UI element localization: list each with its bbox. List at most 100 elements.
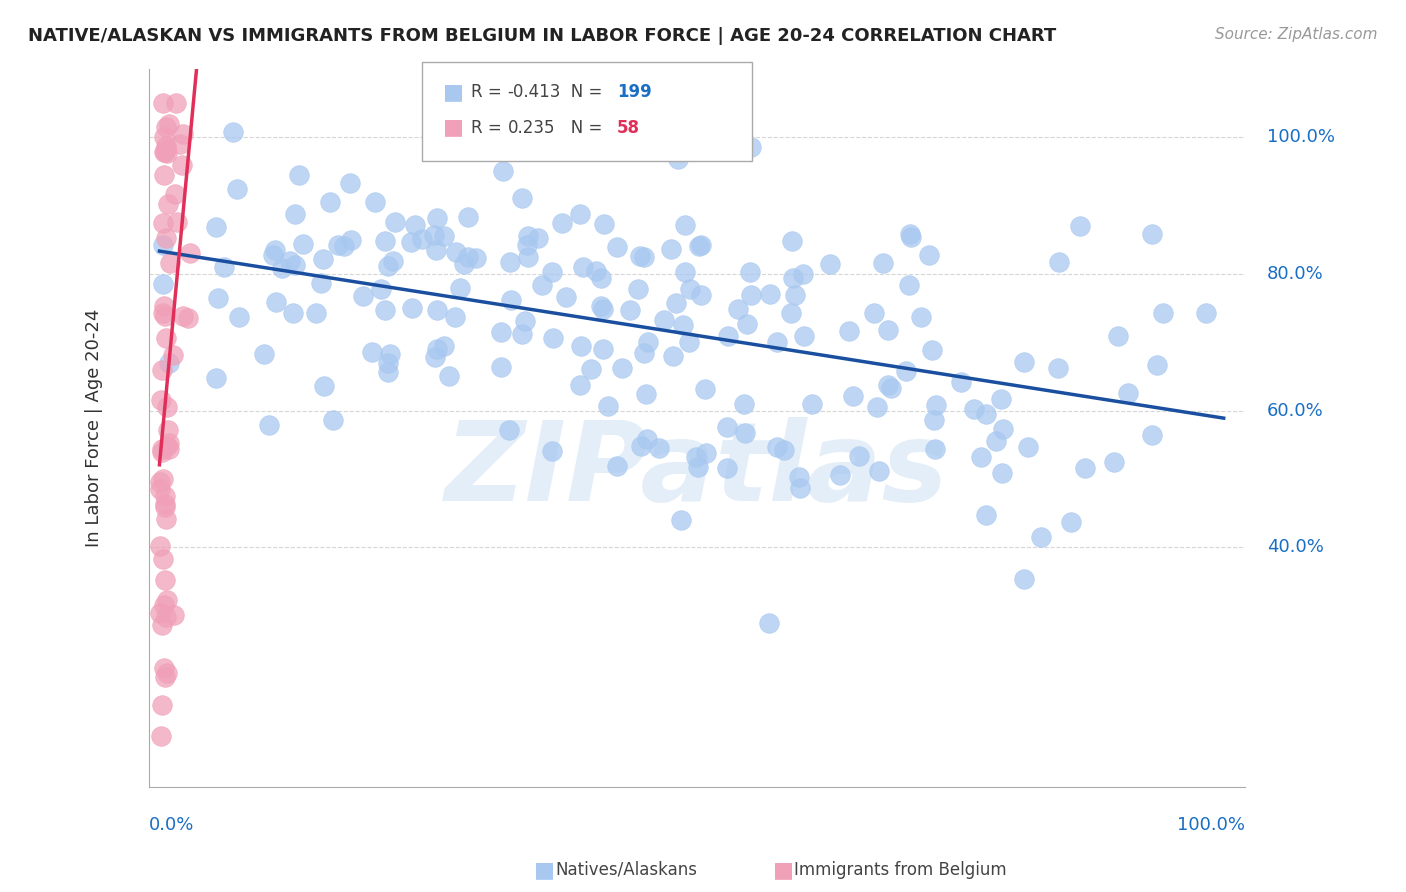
- Point: [322, 413, 344, 427]
- Point: [555, 290, 578, 304]
- Point: [766, 334, 789, 349]
- Point: [212, 260, 235, 274]
- Point: [152, 217, 174, 231]
- Point: [309, 276, 332, 290]
- Point: [842, 389, 865, 403]
- Point: [432, 339, 454, 353]
- Point: [149, 540, 172, 554]
- Point: [374, 234, 396, 248]
- Point: [159, 256, 181, 270]
- Point: [568, 207, 591, 221]
- Point: [155, 331, 177, 345]
- Point: [165, 95, 187, 110]
- Point: [157, 442, 180, 456]
- Point: [221, 125, 243, 139]
- Point: [271, 261, 294, 276]
- Point: [150, 442, 173, 456]
- Point: [170, 158, 193, 172]
- Point: [169, 137, 191, 152]
- Point: [370, 281, 392, 295]
- Point: [1140, 428, 1163, 442]
- Point: [264, 295, 287, 310]
- Text: N =: N =: [555, 119, 607, 136]
- Text: 80.0%: 80.0%: [1267, 265, 1323, 283]
- Point: [759, 286, 782, 301]
- Point: [773, 443, 796, 458]
- Point: [207, 291, 229, 305]
- Point: [666, 152, 689, 166]
- Point: [789, 481, 811, 495]
- Point: [716, 460, 738, 475]
- Point: [281, 306, 304, 320]
- Point: [592, 301, 614, 316]
- Point: [153, 309, 176, 323]
- Point: [872, 256, 894, 270]
- Point: [633, 346, 655, 360]
- Point: [606, 240, 628, 254]
- Point: [162, 607, 184, 622]
- Point: [634, 386, 657, 401]
- Point: [339, 176, 361, 190]
- Point: [179, 245, 201, 260]
- Point: [665, 295, 688, 310]
- Point: [924, 413, 946, 427]
- Point: [152, 552, 174, 566]
- Point: [153, 670, 176, 684]
- Point: [172, 309, 194, 323]
- Point: [991, 466, 1014, 480]
- Point: [792, 267, 814, 281]
- Point: [284, 207, 307, 221]
- Point: [312, 379, 335, 393]
- Point: [157, 118, 180, 132]
- Point: [205, 370, 228, 384]
- Point: [530, 278, 553, 293]
- Text: 60.0%: 60.0%: [1267, 401, 1323, 419]
- Point: [731, 143, 754, 157]
- Point: [228, 310, 250, 324]
- Point: [516, 238, 538, 252]
- Point: [572, 260, 595, 274]
- Point: [262, 248, 284, 262]
- Text: Immigrants from Belgium: Immigrants from Belgium: [794, 861, 1007, 879]
- Point: [828, 467, 851, 482]
- Point: [984, 434, 1007, 449]
- Point: [662, 350, 685, 364]
- Point: [423, 350, 446, 364]
- Point: [284, 258, 307, 272]
- Point: [360, 345, 382, 359]
- Text: N =: N =: [555, 83, 607, 101]
- Text: Source: ZipAtlas.com: Source: ZipAtlas.com: [1215, 27, 1378, 42]
- Point: [152, 168, 174, 182]
- Point: [974, 508, 997, 523]
- Point: [377, 259, 399, 273]
- Point: [172, 127, 194, 141]
- Point: [152, 472, 174, 486]
- Point: [673, 218, 696, 232]
- Point: [630, 439, 652, 453]
- Text: ZIPatlas: ZIPatlas: [446, 417, 949, 524]
- Point: [319, 194, 342, 209]
- Point: [735, 318, 758, 332]
- Point: [673, 265, 696, 279]
- Point: [924, 442, 946, 457]
- Point: [156, 666, 179, 681]
- Point: [152, 306, 174, 320]
- Point: [541, 444, 564, 458]
- Point: [155, 574, 177, 588]
- Point: [695, 382, 717, 396]
- Point: [716, 419, 738, 434]
- Point: [898, 227, 921, 242]
- Point: [153, 299, 176, 313]
- Point: [910, 310, 932, 324]
- Point: [589, 270, 612, 285]
- Point: [513, 313, 536, 327]
- Point: [491, 326, 513, 340]
- Point: [628, 249, 651, 263]
- Point: [589, 299, 612, 313]
- Point: [897, 278, 920, 293]
- Point: [152, 277, 174, 291]
- Point: [876, 323, 898, 337]
- Point: [610, 361, 633, 376]
- Point: [782, 271, 804, 285]
- Point: [155, 512, 177, 526]
